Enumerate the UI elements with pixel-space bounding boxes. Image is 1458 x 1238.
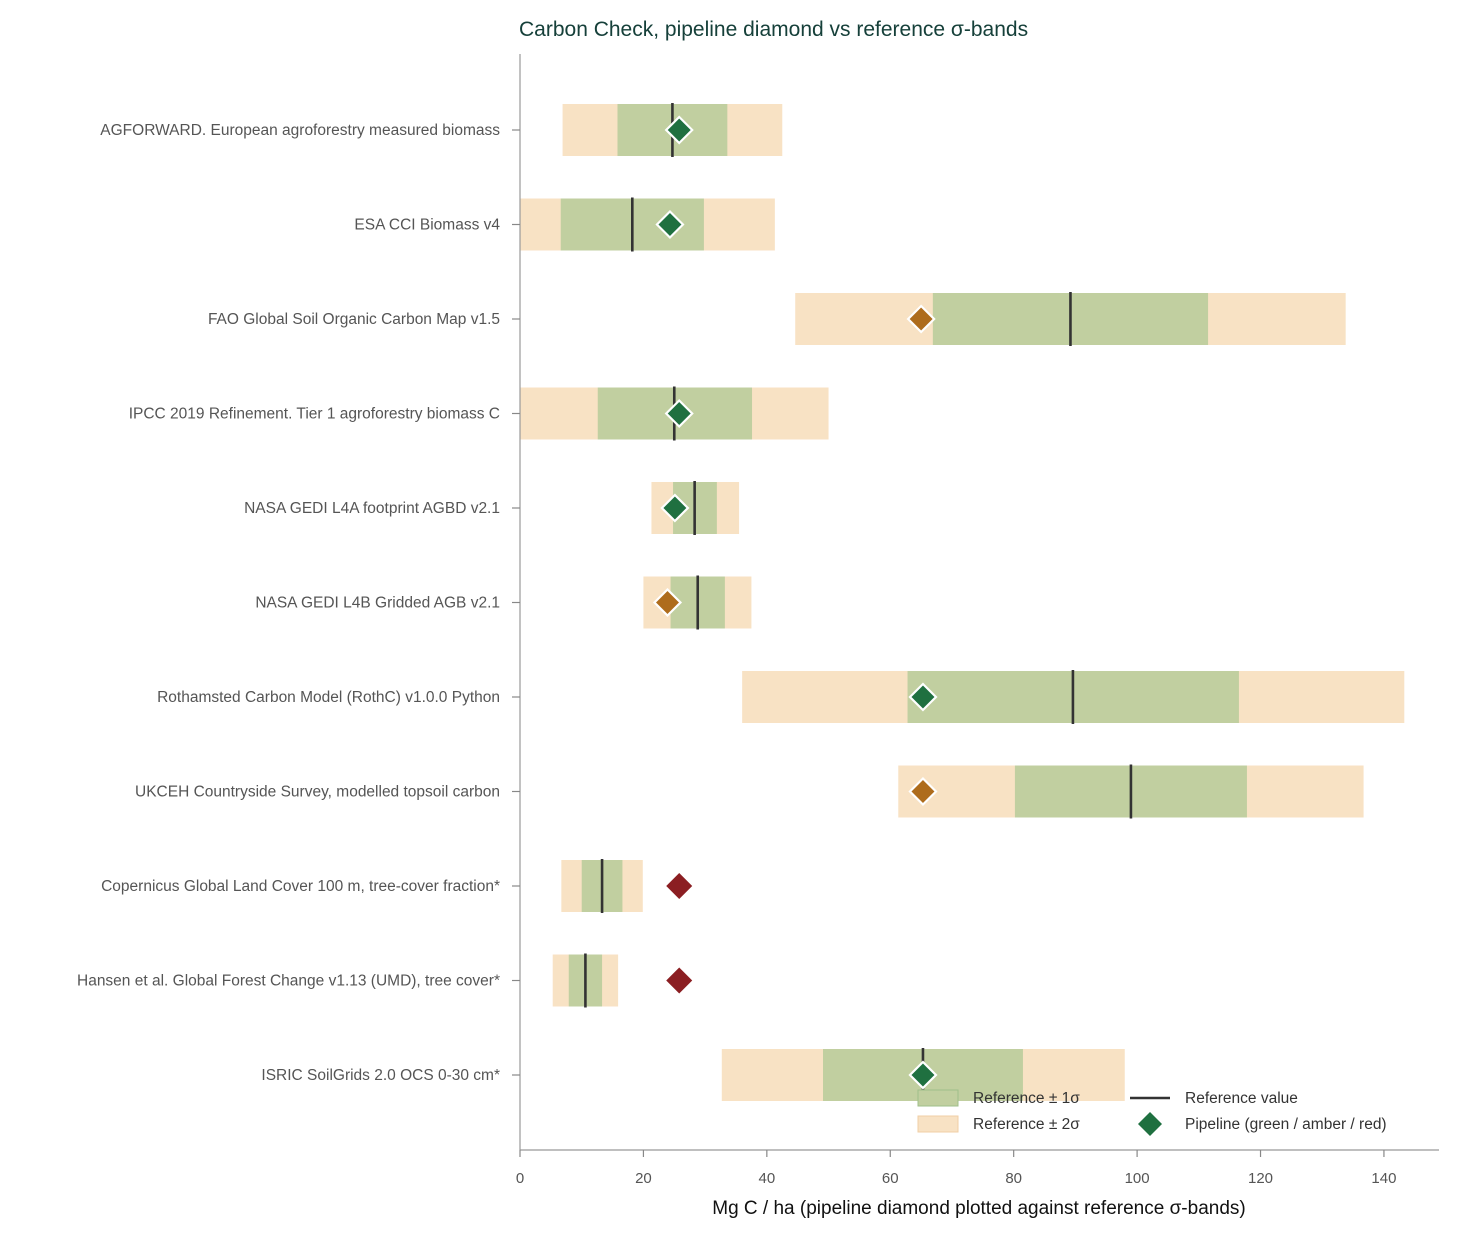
category-label: NASA GEDI L4B Gridded AGB v2.1 <box>255 595 500 612</box>
legend-swatch-2sigma <box>917 1115 959 1133</box>
x-axis-label: Mg C / ha (pipeline diamond plotted agai… <box>712 1198 1245 1219</box>
category-label: IPCC 2019 Refinement. Tier 1 agroforestr… <box>129 406 500 423</box>
x-tick-label: 140 <box>1371 1170 1396 1187</box>
category-label: UKCEH Countryside Survey, modelled topso… <box>135 784 500 801</box>
legend-label: Reference ± 2σ <box>973 1116 1080 1133</box>
legend-label: Reference ± 1σ <box>973 1090 1080 1107</box>
pipeline-diamond <box>664 398 694 429</box>
pipeline-diamond <box>908 776 938 807</box>
legend: Reference ± 1σ Reference ± 2σ Reference va… <box>917 1089 1387 1136</box>
x-tick-label: 120 <box>1248 1170 1273 1187</box>
x-tick-label: 60 <box>882 1170 899 1187</box>
pipeline-diamonds <box>652 115 938 1090</box>
pipeline-diamond <box>908 682 938 712</box>
category-label: ESA CCI Biomass v4 <box>354 217 500 234</box>
x-tick-label: 0 <box>516 1170 524 1187</box>
category-label: Rothamsted Carbon Model (RothC) v1.0.0 P… <box>157 689 500 706</box>
category-label: Hansen et al. Global Forest Change v1.13… <box>77 973 500 990</box>
x-tick-label: 40 <box>758 1170 775 1187</box>
pipeline-diamond <box>655 209 685 240</box>
x-tick-label: 80 <box>1005 1170 1022 1187</box>
category-label: NASA GEDI L4A footprint AGBD v2.1 <box>244 500 500 517</box>
x-ticks: 0 20 40 60 80 100 120 140 <box>516 1150 1396 1187</box>
category-labels: AGFORWARD. European agroforestry measure… <box>77 122 520 1084</box>
x-tick-label: 100 <box>1125 1170 1150 1187</box>
category-label: Copernicus Global Land Cover 100 m, tree… <box>101 878 500 895</box>
x-tick-label: 20 <box>635 1170 652 1187</box>
legend-label: Pipeline (green / amber / red) <box>1185 1116 1387 1133</box>
category-label: FAO Global Soil Organic Carbon Map v1.5 <box>208 311 500 328</box>
pipeline-diamond <box>666 967 693 994</box>
category-label: ISRIC SoilGrids 2.0 OCS 0-30 cm* <box>261 1067 500 1084</box>
legend-swatch-1sigma <box>917 1089 959 1107</box>
legend-label: Reference value <box>1185 1090 1298 1107</box>
chart-title: Carbon Check, pipeline diamond vs refere… <box>519 18 1028 41</box>
pipeline-diamond <box>906 304 936 334</box>
pipeline-diamond <box>666 873 693 899</box>
reference-bands <box>520 104 1405 1101</box>
legend-swatch-diamond <box>1138 1112 1162 1136</box>
pipeline-diamond <box>664 115 694 145</box>
pipeline-diamond <box>660 493 690 523</box>
pipeline-diamond <box>652 587 683 618</box>
pipeline-diamond <box>908 1060 938 1090</box>
category-label: AGFORWARD. European agroforestry measure… <box>100 122 500 139</box>
